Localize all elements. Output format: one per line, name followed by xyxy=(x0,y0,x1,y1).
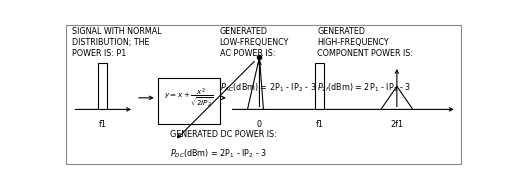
Text: GENERATED
LOW-FREQUENCY
AC POWER IS:: GENERATED LOW-FREQUENCY AC POWER IS: xyxy=(219,27,289,58)
Text: $P_{AC}$(dBm) = 2P$_1$ - IP$_2$ - 3: $P_{AC}$(dBm) = 2P$_1$ - IP$_2$ - 3 xyxy=(219,82,316,94)
Text: GENERATED DC POWER IS:: GENERATED DC POWER IS: xyxy=(170,130,277,139)
FancyBboxPatch shape xyxy=(66,25,461,164)
Text: f1: f1 xyxy=(316,120,323,129)
Text: 0: 0 xyxy=(257,120,262,129)
Text: $P_{DC}$(dBm) = 2P$_1$ - IP$_2$ - 3: $P_{DC}$(dBm) = 2P$_1$ - IP$_2$ - 3 xyxy=(170,147,267,160)
Text: SIGNAL WITH NORMAL
DISTRIBUTION; THE
POWER IS: P1: SIGNAL WITH NORMAL DISTRIBUTION; THE POW… xyxy=(72,27,162,58)
Text: $P_{2f}$(dBm) = 2P$_1$ - IP$_2$ - 3: $P_{2f}$(dBm) = 2P$_1$ - IP$_2$ - 3 xyxy=(317,82,411,94)
Text: 2f1: 2f1 xyxy=(390,120,403,129)
Text: $y = x + \dfrac{x^2}{\sqrt{2IP_2}}$: $y = x + \dfrac{x^2}{\sqrt{2IP_2}}$ xyxy=(164,87,213,110)
Bar xyxy=(98,63,107,109)
Text: f1: f1 xyxy=(99,120,106,129)
Bar xyxy=(315,63,324,109)
Text: GENERATED
HIGH-FREQUENCY
COMPONENT POWER IS:: GENERATED HIGH-FREQUENCY COMPONENT POWER… xyxy=(317,27,413,58)
Bar xyxy=(158,78,219,124)
